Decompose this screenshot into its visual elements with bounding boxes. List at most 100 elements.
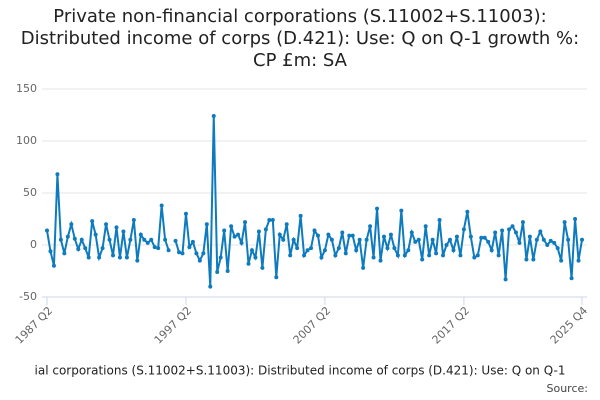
point (343, 251, 348, 256)
y-tick-label: 50 (23, 186, 37, 199)
point (69, 222, 74, 227)
point (500, 228, 505, 233)
point (249, 248, 254, 253)
point (295, 246, 300, 251)
point (496, 253, 501, 258)
point (580, 237, 584, 242)
point (305, 248, 310, 253)
point (117, 255, 122, 260)
point (347, 233, 352, 238)
point (104, 222, 109, 227)
point (444, 243, 449, 247)
point (395, 253, 400, 258)
point (128, 237, 133, 242)
point (576, 258, 581, 263)
point (111, 253, 116, 258)
point (97, 255, 102, 260)
point (190, 239, 195, 244)
point (107, 237, 112, 242)
y-tick-label: 0 (30, 238, 37, 251)
point (135, 258, 140, 263)
point (569, 276, 574, 281)
point (48, 249, 53, 254)
point (361, 265, 366, 270)
point (93, 232, 98, 237)
point (541, 237, 546, 242)
point (319, 255, 324, 260)
point (45, 228, 49, 233)
point (183, 211, 188, 216)
y-tick-label: 150 (16, 82, 37, 95)
point (291, 237, 296, 242)
point (545, 243, 550, 247)
point (381, 234, 386, 239)
point (208, 284, 213, 289)
point (173, 238, 178, 243)
point (236, 232, 241, 237)
point (315, 233, 320, 238)
point (451, 248, 456, 253)
point (392, 246, 397, 251)
point (555, 246, 560, 251)
point (229, 224, 234, 229)
point (399, 208, 404, 213)
point (256, 229, 261, 234)
point (430, 237, 435, 242)
point (482, 235, 487, 240)
point (465, 209, 470, 214)
point (493, 230, 498, 235)
point (232, 234, 237, 239)
point (204, 222, 209, 227)
point (388, 232, 393, 237)
point (475, 253, 480, 258)
point (326, 232, 331, 237)
point (375, 206, 380, 211)
point (166, 248, 171, 253)
point (364, 237, 369, 242)
point (100, 246, 105, 251)
point (503, 277, 508, 282)
point (83, 246, 88, 251)
point (416, 237, 421, 242)
point (336, 246, 341, 251)
point (409, 230, 414, 235)
point (402, 253, 407, 258)
chart-title: Private non-financial corporations (S.11… (20, 6, 580, 71)
point (121, 229, 126, 234)
point (423, 224, 428, 229)
point (486, 239, 491, 244)
point (180, 251, 185, 256)
point (479, 235, 484, 240)
point (156, 246, 161, 251)
point (211, 114, 216, 119)
point (177, 250, 182, 255)
x-tick-label: 1997 Q2 (152, 304, 195, 347)
point (489, 248, 494, 253)
point (90, 219, 95, 224)
point (517, 240, 522, 245)
point (454, 234, 459, 239)
point (253, 255, 258, 260)
point (507, 227, 512, 232)
x-tick-label: 2007 Q2 (291, 304, 334, 347)
point (385, 246, 390, 251)
point (298, 213, 303, 218)
point (427, 253, 432, 258)
point (472, 255, 477, 260)
point (513, 230, 518, 235)
point (420, 257, 425, 262)
point (447, 237, 452, 242)
point (309, 246, 314, 251)
point (197, 258, 202, 263)
point (86, 255, 91, 260)
point (215, 270, 220, 275)
point (58, 237, 63, 242)
point (145, 240, 150, 245)
point (263, 227, 268, 232)
point (340, 230, 345, 235)
point (312, 228, 317, 233)
point (260, 265, 265, 270)
x-tick-label: 2017 Q2 (430, 304, 473, 347)
